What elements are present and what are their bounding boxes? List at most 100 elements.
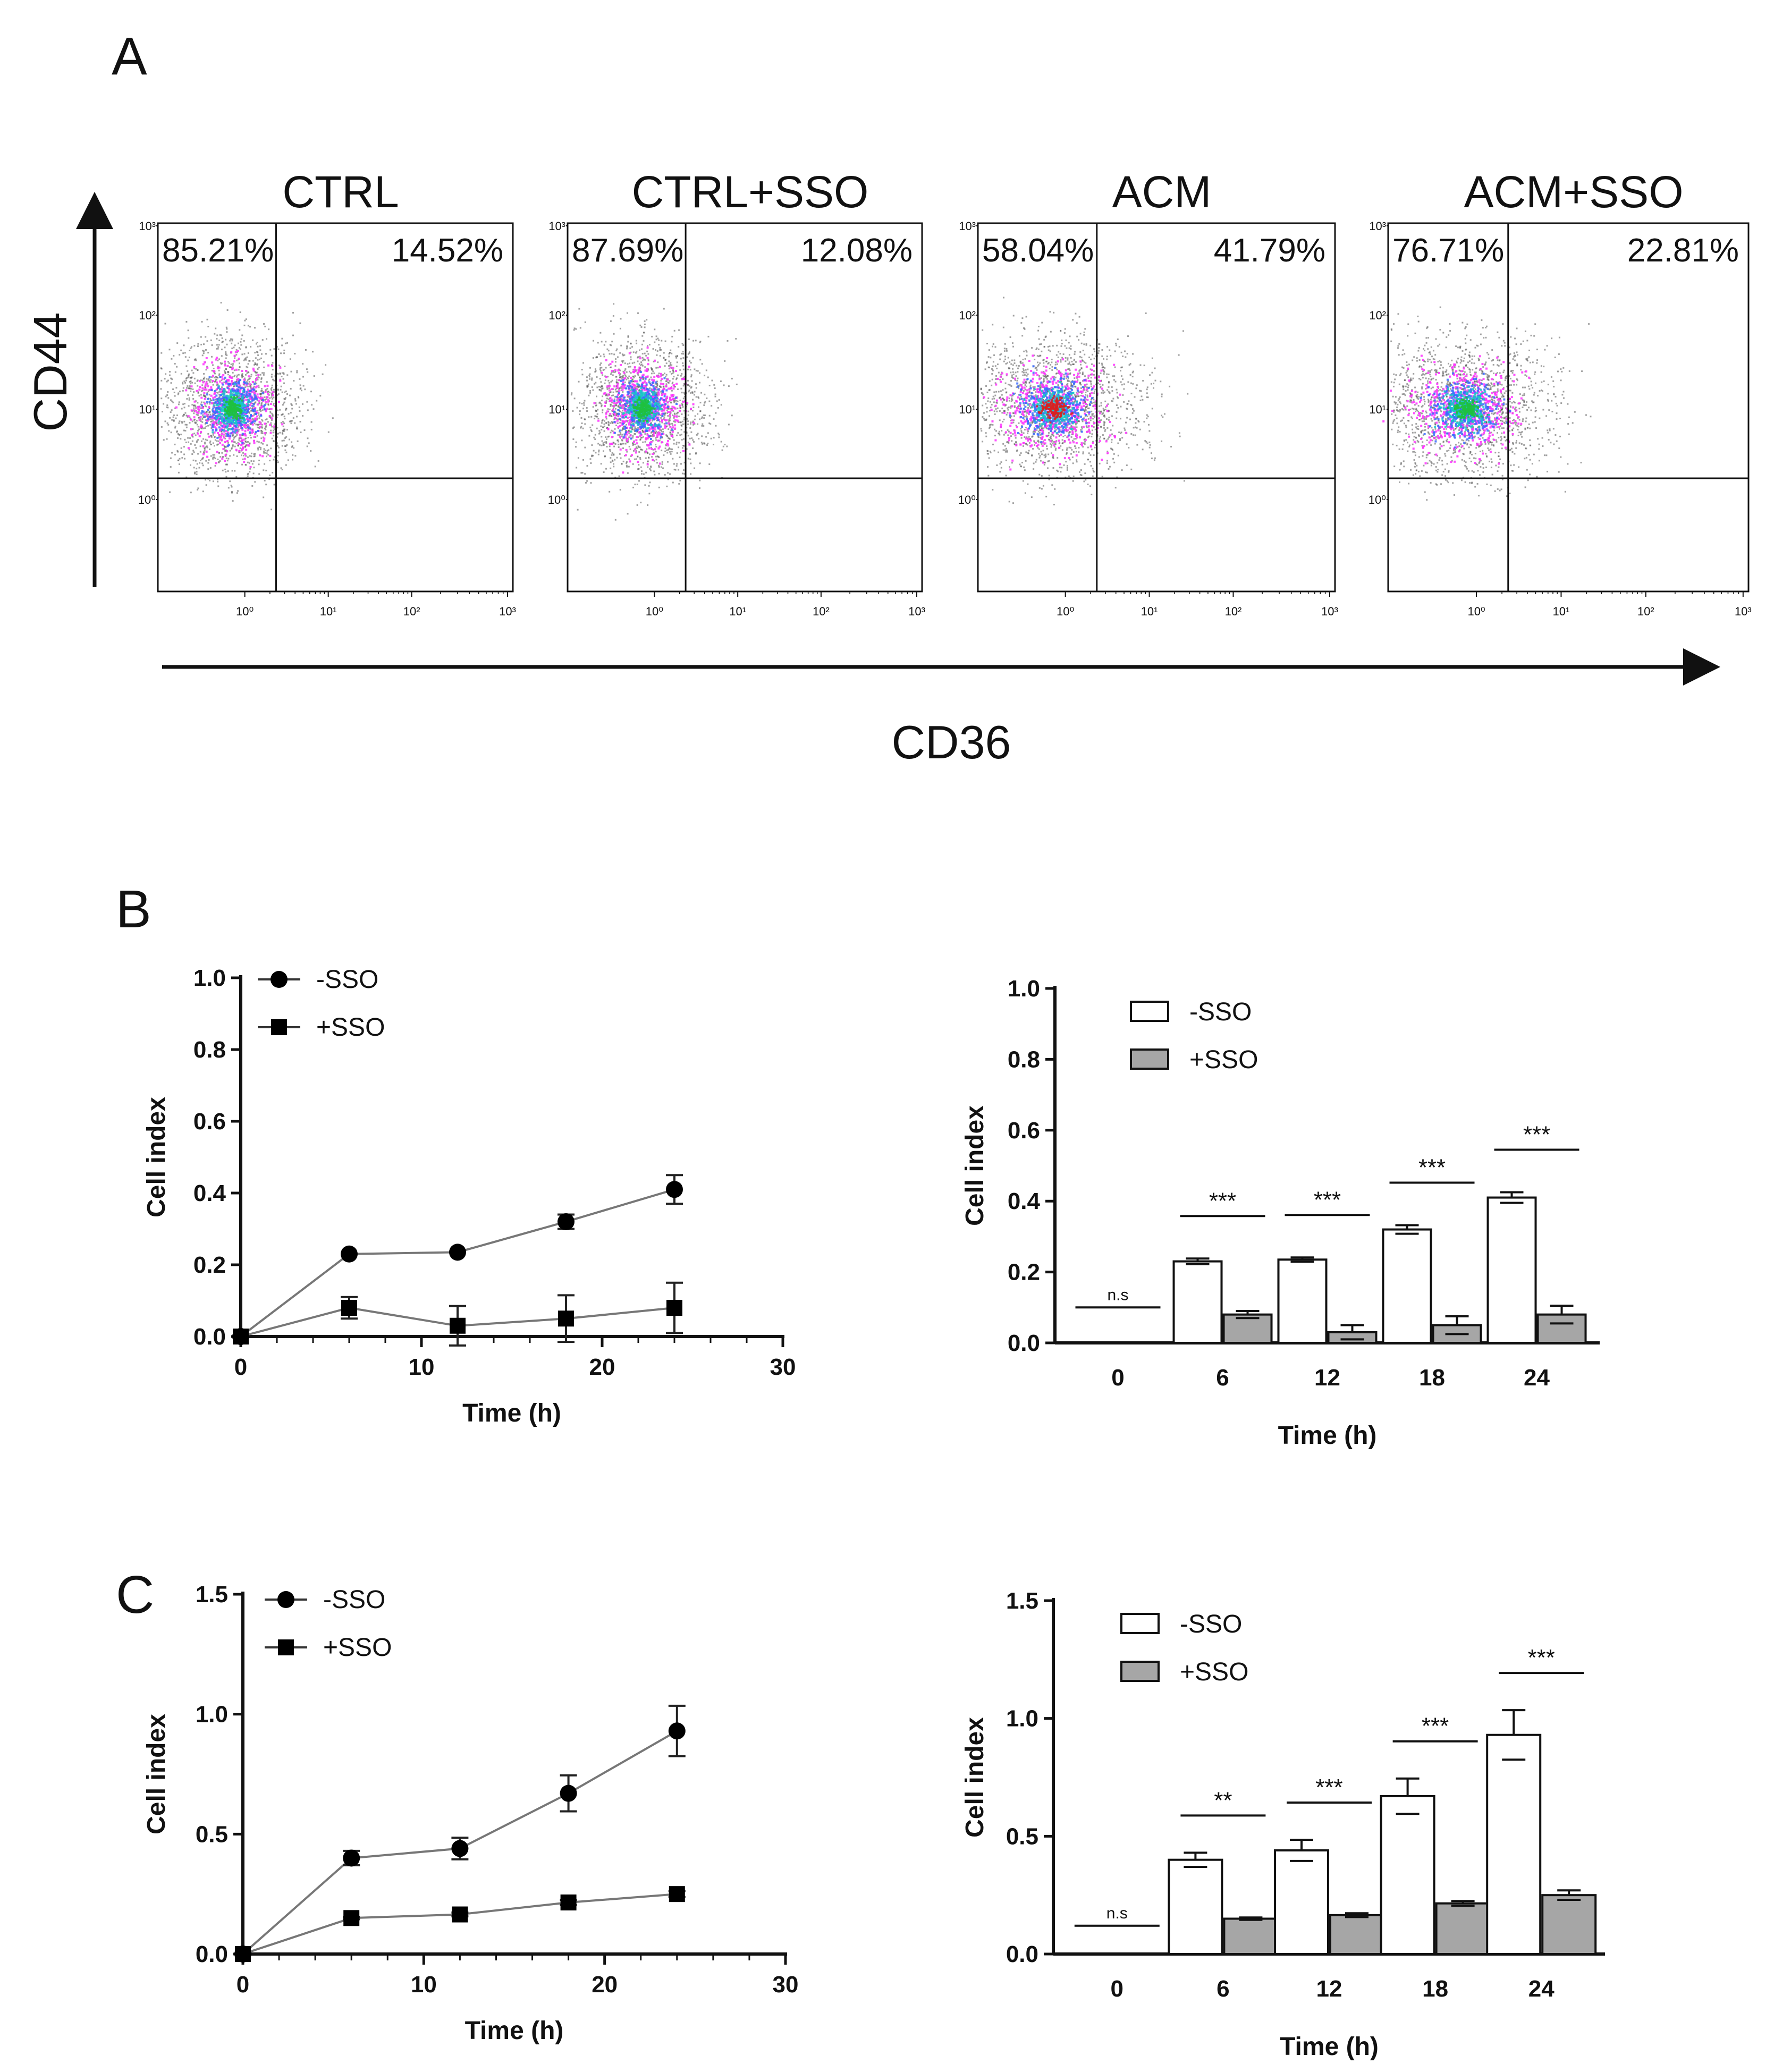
flow-dot [594, 415, 596, 417]
flow-dot [271, 509, 273, 511]
flow-dot [224, 378, 225, 380]
flow-dot [260, 390, 262, 392]
flow-dot [241, 442, 244, 444]
flow-dot [657, 426, 660, 428]
flow-dot [217, 432, 219, 434]
flow-dot [667, 461, 669, 463]
flow-dot [640, 361, 643, 363]
flow-dot [691, 410, 694, 412]
flow-dot [609, 443, 612, 445]
flow-dot [282, 404, 284, 406]
flow-dot [212, 428, 214, 431]
flow-dot [615, 404, 618, 407]
flow-dot [240, 395, 243, 398]
flow-dot [576, 467, 578, 469]
flow-dot [278, 365, 280, 367]
flow-dot [590, 416, 593, 418]
flow-dot [216, 348, 217, 350]
flow-dot [271, 419, 273, 421]
flow-dot [237, 408, 240, 411]
flow-dot [273, 396, 275, 399]
flow-dot [261, 339, 264, 341]
flow-dot [224, 407, 226, 409]
flow-dot [254, 407, 257, 409]
flow-dot [165, 373, 167, 375]
flow-dot [718, 434, 720, 436]
flow-dot [256, 371, 258, 374]
flow-dot [231, 403, 233, 406]
flow-dot [234, 441, 236, 443]
flow-dot [193, 407, 195, 409]
flow-dot [230, 395, 232, 397]
flow-dot [243, 411, 246, 414]
flow-dot [687, 414, 689, 416]
flow-dot [601, 405, 603, 408]
flow-dot [259, 416, 260, 418]
flow-dot [260, 388, 263, 390]
flow-dot [671, 422, 673, 425]
flow-dot [592, 424, 594, 426]
flow-dot [669, 370, 671, 373]
flow-dot [630, 343, 632, 345]
flow-dot [254, 327, 256, 329]
flow-dot [213, 368, 215, 369]
flow-dot [582, 459, 584, 461]
flow-dot [229, 432, 232, 435]
flow-dot [210, 386, 213, 388]
flow-dot [620, 419, 622, 421]
flow-dot [206, 455, 209, 458]
flow-x-tick: 10² [403, 605, 420, 618]
flow-dot [669, 447, 671, 449]
flow-dot [209, 449, 210, 450]
flow-dot [265, 428, 267, 430]
flow-dot [655, 401, 657, 402]
flow-dot [178, 434, 180, 436]
flow-dot [690, 376, 692, 378]
flow-dot [187, 376, 189, 378]
flow-dot [611, 371, 613, 374]
flow-dot [673, 439, 675, 441]
flow-dot [256, 393, 259, 396]
flow-dot [660, 375, 662, 378]
flow-dot [619, 435, 621, 438]
flow-dot [225, 449, 227, 451]
flow-dot [672, 481, 674, 484]
flow-dot [283, 439, 285, 442]
flow-dot [621, 435, 623, 437]
flow-dot [613, 333, 615, 335]
flow-dot [620, 373, 621, 375]
flow-dot [602, 387, 604, 390]
flow-dot [589, 390, 592, 392]
flow-dot [660, 386, 662, 388]
flow-dot [198, 417, 200, 419]
flow-dot [170, 411, 172, 413]
flow-dot [259, 345, 261, 347]
flow-dot [207, 416, 210, 418]
flow-dot [217, 459, 219, 460]
flow-dot [629, 366, 631, 368]
flow-dot [254, 352, 256, 354]
flow-dot [289, 438, 290, 441]
flow-dot [283, 430, 285, 432]
flow-dot [222, 362, 223, 365]
flow-dot [243, 340, 245, 342]
flow-dot [263, 496, 265, 498]
flow-dot [660, 437, 662, 439]
flow-dot [177, 393, 179, 395]
flow-dot [621, 360, 623, 362]
flow-dot [700, 417, 703, 419]
flow-dot [177, 437, 179, 439]
flow-dot [680, 375, 682, 377]
flow-dot [255, 378, 257, 380]
flow-dot [215, 378, 217, 380]
flow-dot [624, 429, 627, 432]
flow-dot [178, 401, 180, 403]
flow-dot [654, 448, 656, 451]
flow-dot [638, 480, 640, 482]
flow-dot [648, 379, 650, 382]
flow-dot [621, 411, 623, 413]
flow-dot [228, 409, 231, 412]
flow-dot [256, 435, 258, 437]
flow-dot [251, 415, 254, 418]
flow-dot [291, 445, 293, 447]
